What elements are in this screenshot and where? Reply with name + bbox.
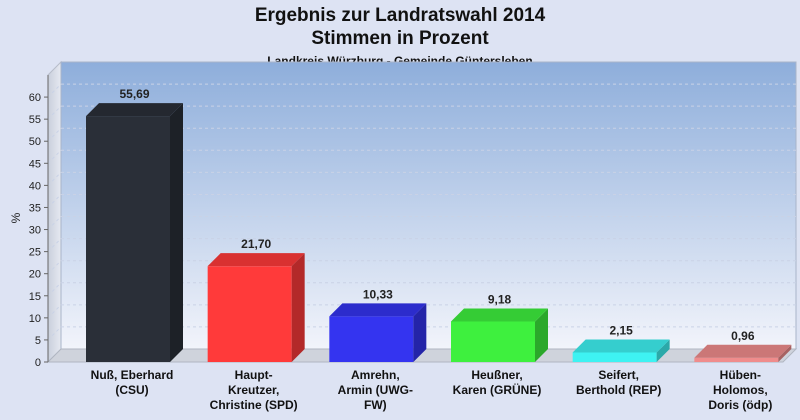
bar-side	[778, 344, 792, 362]
x-tick-label-line: Doris (ödp)	[708, 398, 772, 412]
y-tick-label: 5	[35, 335, 41, 347]
x-tick-label-line: Karen (GRÜNE)	[453, 382, 542, 397]
bar	[451, 308, 548, 362]
bar-value-label: 2,15	[609, 324, 633, 338]
bar-front	[329, 316, 414, 362]
y-axis-label: %	[9, 212, 23, 223]
y-tick-label: 15	[29, 291, 41, 303]
y-tick-label: 60	[29, 92, 41, 104]
x-tick-label: Hüben-Holomos, Doris (ödp)	[708, 368, 772, 412]
bar-top	[694, 344, 792, 358]
bar	[572, 339, 670, 362]
x-tick-label: Seifert, Berthold (REP)	[576, 368, 661, 397]
bar-top	[329, 303, 427, 317]
y-tick-label: 35	[29, 202, 41, 214]
x-tick-label: Amrehn, Armin (UWG-FW)	[338, 368, 413, 412]
y-tick-label: 45	[29, 158, 41, 170]
bar-value-label: 21,70	[241, 237, 271, 251]
y-tick-label: 40	[29, 180, 41, 192]
x-tick-label-line: FW)	[364, 398, 387, 412]
x-tick-label-line: Hüben-	[720, 368, 761, 382]
x-tick-label-line: Kreutzer,	[228, 383, 279, 397]
x-tick-label-line: Holomos,	[713, 383, 768, 397]
x-tick-label: Heußner, Karen (GRÜNE)	[453, 368, 542, 397]
x-tick-label-line: Haupt-	[235, 368, 273, 382]
bar-series: 55,69 21,70 10,33 9,18 2,15 0,96	[86, 87, 792, 362]
bar-value-label: 10,33	[363, 287, 393, 301]
bar-front	[694, 357, 779, 362]
bar-front	[86, 116, 170, 362]
bar-side	[413, 303, 427, 362]
bar-top	[207, 253, 305, 267]
bar-top	[451, 308, 548, 322]
y-tick-label: 30	[29, 225, 41, 237]
x-tick-label-line: Seifert,	[598, 368, 639, 382]
bar-value-label: 0,96	[731, 329, 755, 343]
y-tick-label: 50	[29, 136, 41, 148]
y-tick-label: 0	[35, 357, 41, 369]
x-tick-label: Nuß, Eberhard (CSU)	[91, 368, 174, 397]
x-axis-labels: Nuß, Eberhard (CSU) Haupt-Kreutzer, Christi…	[91, 368, 773, 412]
bar-side	[170, 103, 183, 362]
chart-title-line-1: Ergebnis zur Landratswahl 2014	[254, 5, 546, 26]
x-tick-label: Haupt-Kreutzer, Christine (SPD)	[210, 368, 298, 412]
y-tick-label: 25	[29, 247, 41, 259]
bar-top	[572, 339, 670, 353]
x-tick-label-line: Heußner,	[471, 368, 522, 382]
bar-front	[572, 352, 657, 362]
bar	[694, 344, 792, 362]
x-tick-label-line: Berthold (REP)	[576, 383, 661, 397]
plot-left-wall	[47, 60, 62, 364]
bar	[86, 103, 183, 362]
gridlines	[47, 83, 796, 341]
bar-value-label: 9,18	[488, 292, 512, 306]
bar-side	[291, 253, 305, 362]
y-tick-label: 20	[29, 269, 41, 281]
x-tick-label-line: Christine (SPD)	[210, 398, 298, 412]
x-tick-label-line: Nuß, Eberhard	[91, 368, 174, 382]
bar-value-label: 55,69	[119, 87, 149, 101]
plot-back-wall	[60, 61, 797, 350]
y-tick-label: 55	[29, 114, 41, 126]
x-tick-label-line: Armin (UWG-	[338, 383, 413, 397]
bar-side	[656, 339, 670, 362]
chart-title-line-2: Stimmen in Prozent	[311, 28, 489, 49]
bar-side	[535, 308, 548, 362]
y-axis: 0 5 10 15 20 25 30 35 40 45 50 55 60%	[9, 75, 49, 369]
x-tick-label-line: (CSU)	[115, 383, 148, 397]
bar	[329, 303, 427, 362]
x-tick-label-line: Amrehn,	[351, 368, 400, 382]
bar-front	[207, 266, 292, 362]
bar-top	[86, 103, 183, 117]
y-tick-label: 10	[29, 313, 41, 325]
bar	[207, 253, 305, 362]
bar-front	[451, 321, 535, 362]
